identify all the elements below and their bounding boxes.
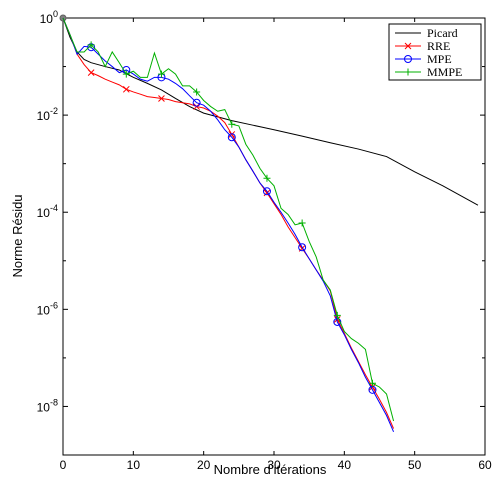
data-point-mpe [298,243,307,252]
legend-marker-mpe [404,55,412,63]
y-axis-title: Norme Résidu [10,194,25,277]
data-point-rre [87,69,95,76]
legend-entry-mpe: MPE [395,52,452,66]
data-point-mmpe [368,379,376,387]
x-tick-label: 60 [478,458,492,472]
series-mpe [62,17,395,433]
data-point-mpe [192,98,201,107]
data-point-mmpe [87,41,95,49]
legend-entry-rre: RRE [395,39,450,53]
data-point-mmpe [193,88,201,96]
series-line-mmpe [62,17,395,422]
series-line-picard [62,17,479,206]
y-tick-label: 10-4 [37,203,58,220]
data-point-mpe [227,133,236,142]
series-line-rre [62,17,395,429]
x-tick-label: 40 [338,458,352,472]
legend-marker-mmpe [404,68,412,76]
data-point-rre [158,95,165,102]
data-point-mmpe [333,311,341,319]
y-tick-exponent: -6 [50,300,58,310]
y-tick-exponent: -4 [50,203,58,213]
data-point-mmpe [298,219,306,227]
series-layer [59,14,479,433]
legend-label-mpe: MPE [427,52,452,66]
legend-marker-rre [404,42,412,50]
data-point-rre [122,85,130,93]
legend-label-rre: RRE [427,39,450,53]
data-point-rre [333,316,341,323]
plot-area [62,17,486,456]
y-tick-base: 10 [40,12,54,26]
legend-label-picard: Picard [427,26,458,40]
y-tick-label: 100 [40,9,58,26]
data-point-mmpe [263,174,271,182]
data-point-mmpe [157,70,165,78]
y-tick-base: 10 [37,206,51,220]
legend-entry-picard: Picard [395,26,458,40]
x-tick-label: 50 [408,458,422,472]
series-mmpe [62,17,395,422]
y-tick-label: 10-8 [37,397,58,414]
legend-label-mmpe: MMPE [427,65,462,79]
x-axis-title: Nombre d’itérations [214,462,327,477]
legend-entry-mmpe: MMPE [395,65,462,79]
data-point-rre [369,383,376,391]
data-point-mmpe [122,70,130,78]
x-tick-label: 10 [127,458,141,472]
y-tick-base: 10 [37,109,51,123]
series-line-mpe [62,17,395,433]
y-tick-exponent: -8 [50,397,58,407]
data-point-mpe [262,187,271,196]
data-point-mmpe [228,120,236,128]
x-tick-label: 0 [60,458,67,472]
x-tick-label: 20 [197,458,211,472]
y-tick-base: 10 [37,303,51,317]
data-point-rre [228,131,236,138]
y-tick-label: 10-6 [37,300,58,317]
x-tick-label: 30 [267,458,281,472]
y-tick-base: 10 [37,400,51,414]
y-tick-exponent: -2 [50,106,58,116]
y-tick-label: 10-2 [37,106,58,123]
y-tick-exponent: 0 [53,9,58,19]
